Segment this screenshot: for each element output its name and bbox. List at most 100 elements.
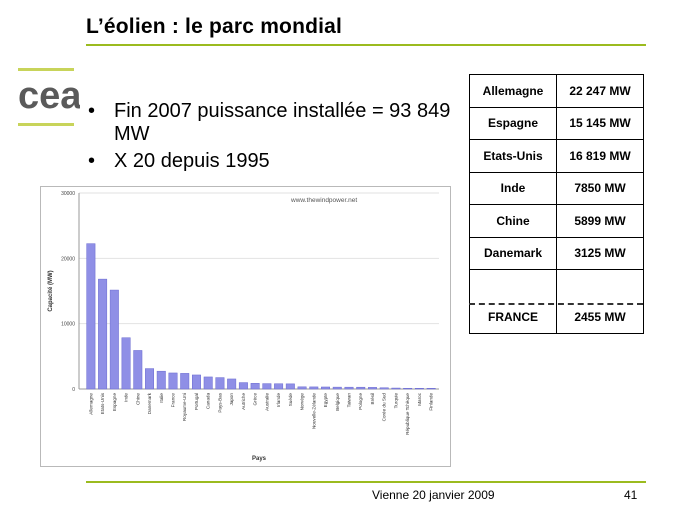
x-tick-label: Irlande — [276, 393, 281, 407]
chart-bar — [262, 383, 272, 390]
chart-bar — [321, 386, 331, 390]
footer-text: Vienne 20 janvier 2009 — [372, 488, 495, 502]
chart-frame: www.thewindpower.net 0 10000 20000 30000 Alle… — [40, 186, 451, 467]
bullet-text: Fin 2007 puissance installée = 93 849 MW — [114, 100, 451, 145]
chart-bar — [332, 386, 342, 390]
x-tick-label: Egypte — [323, 393, 328, 408]
chart-bar — [297, 386, 307, 390]
capacity-table-row: Espagne 15 145 MW — [469, 106, 644, 140]
chart-bar — [274, 383, 284, 390]
chart-bar — [391, 387, 401, 390]
table-country-cell: Allemagne — [469, 74, 557, 108]
x-tick-label: Suède — [288, 393, 293, 407]
table-country-cell: Inde — [469, 171, 557, 205]
capacity-table-row: Danemark 3125 MW — [469, 236, 644, 270]
capacity-bar-chart: www.thewindpower.net 0 10000 20000 30000 Alle… — [48, 191, 439, 462]
x-tick-label: Pologne — [358, 393, 363, 410]
x-tick-label: Corée du Sud — [382, 393, 387, 422]
capacity-table-row: Inde 7850 MW — [469, 171, 644, 205]
x-tick-label: Brésil — [370, 393, 375, 405]
chart-bar — [414, 388, 424, 390]
bullet-list: • Fin 2007 puissance installée = 93 849 M… — [88, 100, 454, 177]
capacity-table-row: FRANCE 2455 MW — [469, 301, 644, 334]
y-tick-label: 30000 — [61, 191, 75, 197]
chart-bar — [145, 368, 155, 390]
chart-bar — [285, 383, 295, 390]
chart-bar — [344, 386, 354, 390]
table-country-cell: FRANCE — [469, 301, 557, 334]
x-tick-label: Nouvelle-Zélande — [311, 393, 316, 429]
table-value-cell: 15 145 MW — [556, 106, 644, 140]
logo-bar-top — [18, 68, 74, 71]
table-value-cell: 16 819 MW — [556, 139, 644, 173]
x-tick-label: Pays-Bas — [217, 392, 222, 412]
table-country-cell: Danemark — [469, 236, 557, 270]
x-tick-label: Finlande — [429, 393, 434, 411]
chart-bar — [238, 382, 248, 390]
table-value-cell: 7850 MW — [556, 171, 644, 205]
capacity-table-row: Allemagne 22 247 MW — [469, 74, 644, 108]
x-tick-label: Norvège — [300, 393, 305, 411]
title-underline — [86, 44, 646, 46]
chart-bar — [191, 374, 201, 390]
capacity-table-row — [469, 269, 644, 302]
table-value-cell: 3125 MW — [556, 236, 644, 270]
y-tick-label: 10000 — [61, 322, 75, 328]
chart-bar — [379, 387, 389, 390]
y-axis-title: Capacité (MW) — [48, 270, 54, 311]
table-country-cell: Chine — [469, 204, 557, 238]
table-value-cell: 2455 MW — [556, 301, 644, 334]
chart-bar — [367, 387, 377, 390]
chart-bar — [180, 373, 190, 390]
chart-bar — [356, 386, 366, 390]
bullet-dot: • — [88, 100, 96, 122]
bullet-text: X 20 depuis 1995 — [114, 150, 270, 172]
table-dashed-separator — [469, 303, 643, 305]
bullet-dot: • — [88, 150, 96, 172]
chart-bar — [250, 383, 260, 390]
x-tick-label: Turquie — [393, 393, 398, 409]
chart-bar — [168, 372, 178, 390]
x-axis-title: Pays — [252, 456, 267, 462]
x-tick-label: Australie — [264, 393, 269, 411]
chart-bar — [121, 337, 131, 390]
chart-bar — [426, 388, 436, 390]
cea-logo: cea — [14, 68, 80, 130]
chart-bar — [203, 376, 213, 390]
slide-title: L’éolien : le parc mondial — [86, 15, 343, 38]
chart-bar — [156, 370, 166, 390]
x-tick-label: Espagne — [112, 393, 117, 412]
chart-bar — [403, 387, 413, 390]
chart-bar — [215, 377, 225, 390]
x-tick-label: Inde — [124, 393, 129, 402]
chart-bar — [227, 378, 237, 390]
x-tick-label: Maroc — [417, 392, 422, 405]
cea-logo-mark: cea — [18, 77, 80, 117]
chart-bar — [98, 278, 108, 390]
page-number: 41 — [624, 488, 638, 502]
bullet-item: • Fin 2007 puissance installée = 93 849 M… — [88, 100, 454, 146]
chart-bar — [309, 386, 319, 390]
x-tick-label: Italie — [159, 393, 164, 403]
capacity-table-row: Etats-Unis 16 819 MW — [469, 139, 644, 173]
table-value-cell — [556, 269, 644, 302]
table-country-cell: Espagne — [469, 106, 557, 140]
x-tick-label: Etats-Unis — [100, 392, 105, 414]
table-country-cell — [469, 269, 557, 302]
x-tick-label: Grèce — [253, 393, 258, 406]
chart-bar — [86, 243, 96, 390]
table-country-cell: Etats-Unis — [469, 139, 557, 173]
x-tick-label: Taiwan — [347, 393, 352, 408]
x-tick-label: République Tchèque — [405, 393, 410, 435]
bullet-item: • X 20 depuis 1995 — [88, 150, 454, 173]
logo-text: cea — [18, 77, 80, 117]
table-value-cell: 5899 MW — [556, 204, 644, 238]
x-tick-label: Belgique — [335, 393, 340, 411]
x-tick-label: Canada — [206, 393, 211, 410]
capacity-table-row: Chine 5899 MW — [469, 204, 644, 238]
x-tick-label: Japon — [229, 393, 234, 406]
x-tick-label: Allemagne — [88, 393, 93, 415]
x-tick-label: Portugal — [194, 393, 199, 410]
footer-rule — [86, 481, 646, 483]
chart-bar — [109, 289, 119, 390]
